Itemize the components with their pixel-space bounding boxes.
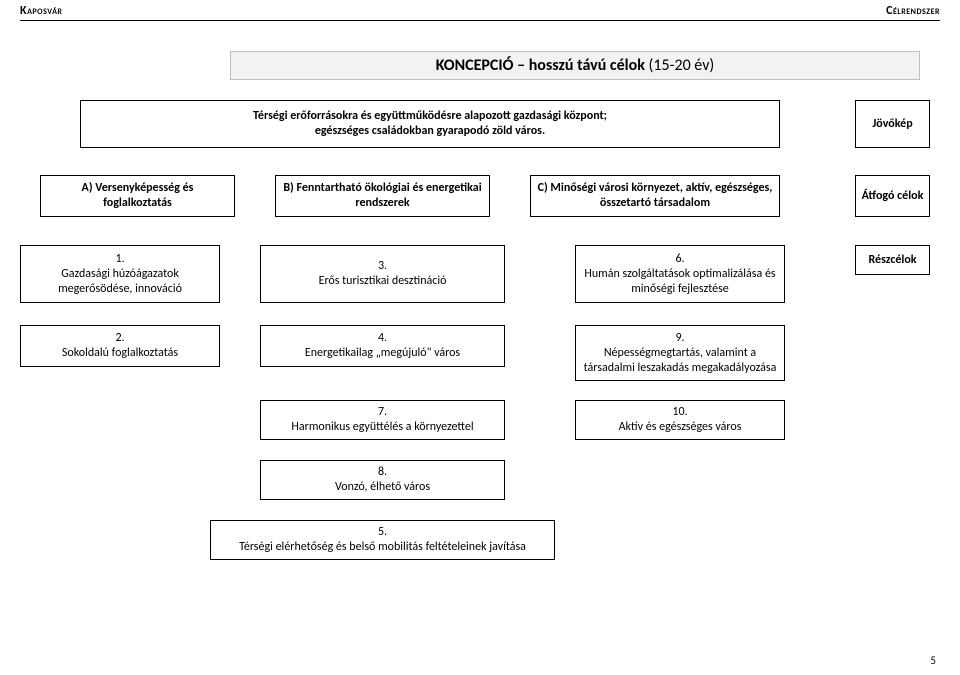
partial-goal-9-text: Népességmegtartás, valamint a társadalmi… [582,346,778,376]
partial-goal-3-num: 3. [378,259,387,274]
vision-line1: Térségi erőforrásokra és együttműködésre… [253,109,607,124]
partial-goal-7: 7. Harmonikus együttélés a környezettel [260,400,505,440]
partial-goal-6-text: Humán szolgáltatások optimalizálása és m… [582,267,778,297]
overall-goal-b: B) Fenntartható ökológiai és energetikai… [275,175,490,217]
partial-goal-4-text: Energetikailag „megújuló" város [305,346,460,361]
partial-goal-1-num: 1. [115,252,124,267]
partial-goal-10: 10. Aktív és egészséges város [575,400,785,440]
partial-goal-8-text: Vonzó, élhető város [335,480,430,495]
partial-goal-2: 2. Sokoldalú foglalkoztatás [20,325,220,367]
vision-box: Térségi erőforrásokra és együttműködésre… [80,100,780,148]
partial-goal-6-num: 6. [675,252,684,267]
partial-goal-6: 6. Humán szolgáltatások optimalizálása é… [575,245,785,303]
partial-goal-5-text: Térségi elérhetőség és belső mobilitás f… [239,540,526,555]
partial-goal-3-text: Erős turisztikai desztináció [319,274,447,289]
partial-goal-10-num: 10. [672,405,687,420]
page-header: Kaposvár Célrendszer [20,0,940,21]
partial-goal-5: 5. Térségi elérhetőség és belső mobilitá… [210,520,555,560]
partial-goal-1-text: Gazdasági húzóágazatok megerősödése, inn… [27,267,213,297]
partial-goal-9: 9. Népességmegtartás, valamint a társada… [575,325,785,381]
title-main: KONCEPCIÓ – hosszú távú célok [436,56,649,75]
partial-goal-2-num: 2. [115,331,124,346]
partial-goal-10-text: Aktív és egészséges város [619,420,742,435]
partial-goal-7-text: Harmonikus együttélés a környezettel [291,420,473,435]
partial-goal-5-num: 5. [378,525,387,540]
page-number: 5 [930,654,936,667]
partial-goal-4-num: 4. [378,331,387,346]
partial-goal-1: 1. Gazdasági húzóágazatok megerősödése, … [20,245,220,303]
diagram-content: Térségi erőforrásokra és együttműködésre… [20,100,940,660]
partial-goal-9-num: 9. [675,331,684,346]
partial-goal-8-num: 8. [378,465,387,480]
partial-goal-2-text: Sokoldalú foglalkoztatás [62,346,178,361]
partial-goal-8: 8. Vonzó, élhető város [260,460,505,500]
partial-goal-4: 4. Energetikailag „megújuló" város [260,325,505,367]
overall-goal-c: C) Minőségi városi környezet, aktív, egé… [530,175,780,217]
partial-goal-7-num: 7. [378,405,387,420]
title-sub: (15-20 év) [649,56,715,75]
vision-label: Jövőkép [855,100,930,148]
overall-label: Átfogó célok [855,175,930,217]
header-right: Célrendszer [886,4,940,18]
partial-label: Részcélok [855,245,930,275]
title-bar: KONCEPCIÓ – hosszú távú célok (15-20 év) [230,51,920,80]
vision-line2: egészséges családokban gyarapodó zöld vá… [315,124,545,139]
overall-goal-a: A) Versenyképesség és foglalkoztatás [40,175,235,217]
partial-goal-3: 3. Erős turisztikai desztináció [260,245,505,303]
header-left: Kaposvár [20,4,62,18]
